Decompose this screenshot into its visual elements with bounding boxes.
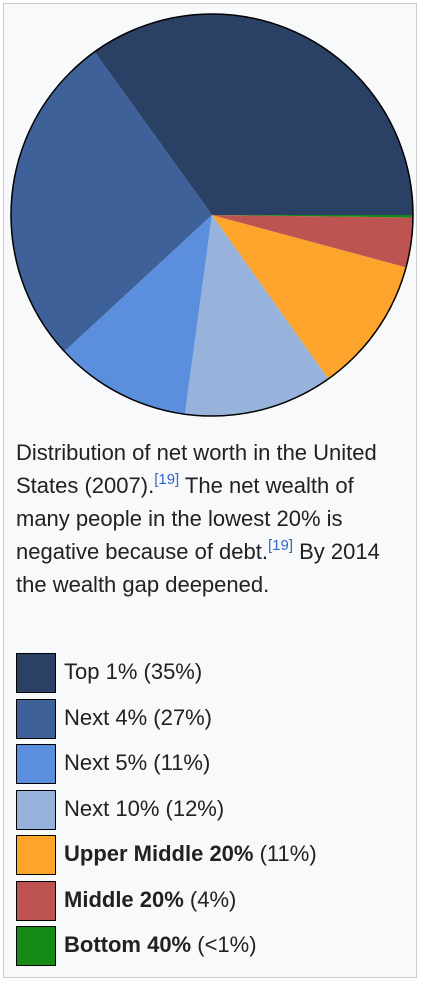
- legend-name: Next 10%: [64, 795, 160, 821]
- legend-name: Top 1%: [64, 659, 138, 684]
- legend-value: (12%): [159, 795, 225, 821]
- legend-name: Upper Middle 20%: [64, 841, 254, 866]
- legend-value: (27%): [147, 704, 212, 730]
- legend-value: (11%): [147, 750, 211, 775]
- legend-item: Top 1% (35%): [16, 653, 396, 699]
- caption-text-3: By 2014 the wealth gap deepened.: [16, 539, 380, 597]
- caption-text-2: The net wealth of many people in the low…: [16, 473, 354, 564]
- legend-item: Bottom 40% (<1%): [16, 926, 396, 972]
- legend-value: (35%): [137, 659, 203, 684]
- legend-label: Middle 20% (4%): [64, 887, 236, 913]
- legend-item: Upper Middle 20% (11%): [16, 835, 396, 881]
- pie-slices: [10, 13, 413, 417]
- citation-superscript-1: [19]: [154, 471, 179, 488]
- legend-item: Next 10% (12%): [16, 789, 396, 836]
- legend-swatch: [16, 698, 56, 739]
- pie-slice-next-5: [64, 215, 212, 415]
- legend-swatch: [16, 835, 56, 875]
- pie-outline: [10, 13, 414, 417]
- pie-slice-next-4: [10, 51, 213, 352]
- pie-slice-middle-20: [212, 215, 413, 268]
- caption: Distribution of net worth in the United …: [16, 436, 396, 601]
- legend-item: Next 4% (27%): [16, 698, 396, 745]
- legend-swatch: [16, 880, 56, 921]
- legend-label: Top 1% (35%): [64, 659, 202, 685]
- pie-chart: [10, 13, 414, 417]
- legend-swatch: [16, 653, 56, 693]
- legend-label: Next 10% (12%): [64, 796, 224, 822]
- pie-slice-bottom-40: [212, 215, 413, 218]
- citation-link-1[interactable]: [19]: [154, 470, 180, 488]
- legend-value: (11%): [253, 841, 317, 866]
- citation-link-2[interactable]: [19]: [267, 536, 293, 554]
- legend-swatch: [16, 789, 56, 830]
- legend-label: Next 5% (11%): [64, 750, 210, 776]
- legend-value: (<1%): [191, 932, 257, 957]
- legend-name: Next 5%: [64, 750, 148, 775]
- legend-label: Next 4% (27%): [64, 705, 212, 731]
- caption-text-1: Distribution of net worth in the United …: [16, 440, 377, 498]
- pie-slice-top-1: [94, 13, 413, 215]
- legend-label: Upper Middle 20% (11%): [64, 841, 317, 867]
- legend-item: Middle 20% (4%): [16, 880, 396, 927]
- citation-superscript-2: [19]: [268, 537, 293, 554]
- pie-slice-next-10: [184, 215, 329, 417]
- legend-value: (4%): [183, 886, 237, 912]
- legend-label: Bottom 40% (<1%): [64, 932, 257, 958]
- legend-item: Next 5% (11%): [16, 744, 396, 790]
- legend-name: Next 4%: [64, 704, 148, 730]
- legend-swatch: [16, 744, 56, 784]
- legend-swatch: [16, 926, 56, 966]
- pie-slice-upper-middle-20: [212, 215, 407, 379]
- legend: Top 1% (35%) Next 4% (27%) Next 5% (11%)…: [16, 653, 396, 972]
- legend-name: Bottom 40%: [64, 932, 192, 957]
- legend-name: Middle 20%: [64, 886, 184, 912]
